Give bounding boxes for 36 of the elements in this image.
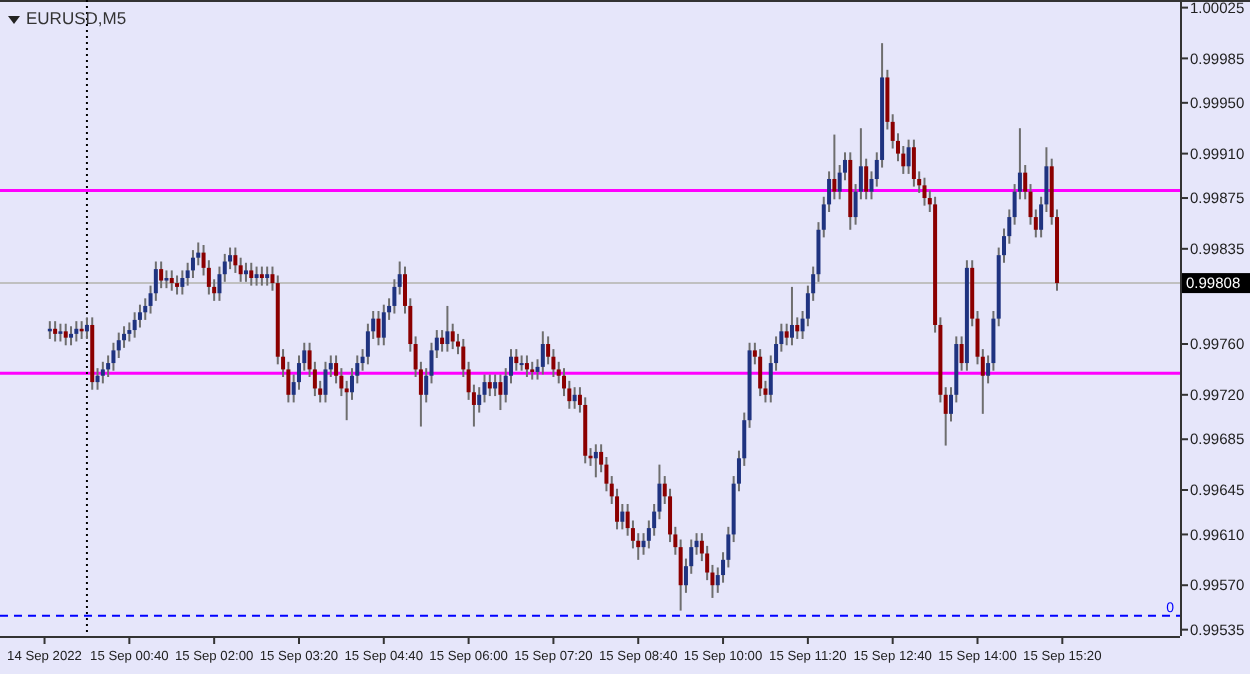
candlestick [911, 138, 916, 188]
candlestick [381, 303, 386, 347]
candlestick [450, 322, 455, 351]
candlestick [249, 261, 254, 287]
candlestick [758, 348, 763, 398]
candlestick [111, 341, 116, 372]
candlestick [524, 354, 529, 379]
candlestick [498, 373, 503, 412]
candlestick [95, 367, 100, 391]
candlestick [259, 265, 264, 287]
candlestick [593, 443, 598, 479]
candlestick [445, 304, 450, 353]
candlestick [265, 265, 270, 287]
candlestick [132, 311, 137, 339]
candlestick [233, 246, 238, 274]
candlestick [238, 256, 243, 283]
candlestick [63, 322, 68, 347]
candlestick [180, 269, 185, 296]
candlestick [69, 325, 74, 347]
candlestick [487, 373, 492, 398]
candlestick [922, 176, 927, 207]
candlestick [540, 330, 545, 376]
text: EURUSD,M5 [26, 8, 127, 28]
candlestick [74, 320, 79, 343]
candlestick [323, 360, 328, 404]
candlestick [376, 310, 381, 347]
candlestick [519, 354, 524, 372]
candlestick [53, 320, 58, 343]
candlestick [254, 265, 259, 287]
candlestick [169, 269, 174, 292]
candlestick [243, 261, 248, 283]
candlestick [190, 249, 195, 280]
candlestick [789, 285, 794, 347]
candlestick [175, 274, 180, 296]
candlestick [572, 386, 577, 410]
candlestick [100, 360, 105, 385]
